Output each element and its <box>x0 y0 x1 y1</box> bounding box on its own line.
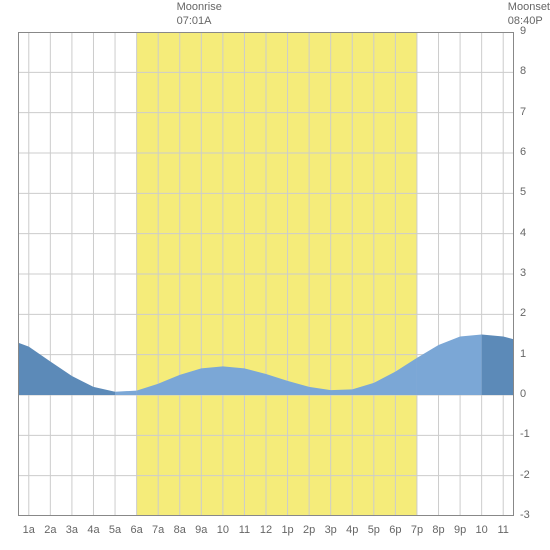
x-tick-label: 5a <box>109 524 121 536</box>
moonrise-time: 07:01A <box>177 14 222 28</box>
tide-moon-chart: Moonrise 07:01A Moonset 08:40P -3-2-1012… <box>0 0 550 550</box>
y-tick-label: 9 <box>520 25 526 37</box>
plot-area <box>18 32 514 516</box>
x-tick-label: 3a <box>66 524 78 536</box>
x-tick-label: 4p <box>346 524 358 536</box>
moonset-time: 08:40P <box>508 14 550 28</box>
y-tick-label: -1 <box>520 428 530 440</box>
moonrise-label: Moonrise <box>177 0 222 14</box>
x-tick-label: 9p <box>454 524 466 536</box>
x-tick-label: 9a <box>195 524 207 536</box>
y-tick-label: 0 <box>520 388 526 400</box>
y-tick-label: 5 <box>520 186 526 198</box>
x-tick-label: 4a <box>87 524 99 536</box>
x-tick-label: 2a <box>44 524 56 536</box>
x-tick-label: 12 <box>260 524 272 536</box>
y-tick-label: 3 <box>520 267 526 279</box>
y-tick-label: -2 <box>520 469 530 481</box>
x-tick-label: 6a <box>130 524 142 536</box>
moonrise-block: Moonrise 07:01A <box>177 0 222 29</box>
x-tick-label: 10 <box>476 524 488 536</box>
x-tick-label: 5p <box>368 524 380 536</box>
x-tick-label: 8a <box>174 524 186 536</box>
y-tick-label: -3 <box>520 509 530 521</box>
y-tick-label: 4 <box>520 227 526 239</box>
x-tick-label: 1p <box>281 524 293 536</box>
y-tick-label: 8 <box>520 65 526 77</box>
x-tick-label: 2p <box>303 524 315 536</box>
x-tick-label: 1a <box>23 524 35 536</box>
y-tick-label: 6 <box>520 146 526 158</box>
moonset-block: Moonset 08:40P <box>508 0 550 29</box>
x-tick-label: 11 <box>497 524 508 536</box>
x-tick-label: 11 <box>239 524 250 536</box>
x-tick-label: 8p <box>432 524 444 536</box>
y-tick-label: 2 <box>520 307 526 319</box>
x-tick-label: 3p <box>325 524 337 536</box>
x-tick-label: 7a <box>152 524 164 536</box>
x-tick-label: 10 <box>217 524 229 536</box>
moonset-label: Moonset <box>508 0 550 14</box>
x-tick-label: 7p <box>411 524 423 536</box>
x-tick-label: 6p <box>389 524 401 536</box>
y-tick-label: 1 <box>520 348 526 360</box>
y-tick-label: 7 <box>520 106 526 118</box>
